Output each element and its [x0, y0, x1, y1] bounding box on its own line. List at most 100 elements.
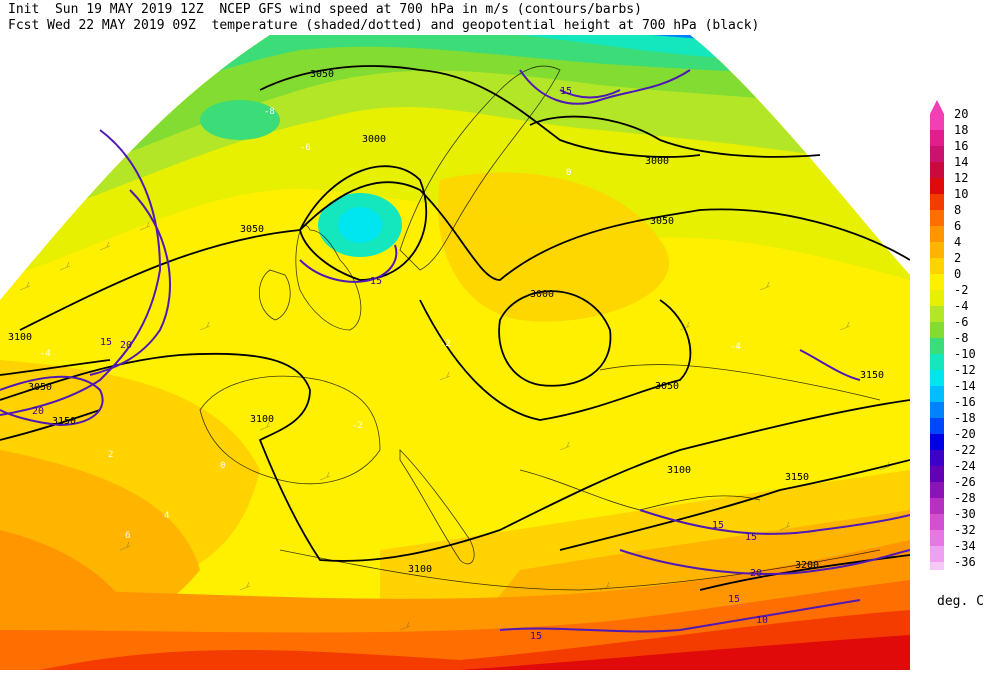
legend-swatch	[930, 514, 944, 530]
legend-swatch	[930, 338, 944, 354]
temp-label: 4	[164, 511, 169, 521]
height-contour-3150	[559, 459, 910, 551]
height-label: 3100	[667, 465, 691, 476]
legend-label: -28	[954, 491, 976, 505]
wind-barb	[19, 281, 31, 291]
legend-swatch	[930, 402, 944, 418]
legend-label: 12	[954, 171, 968, 185]
legend-label: -2	[954, 283, 968, 297]
height-label: 3100	[408, 564, 432, 575]
legend-swatch	[930, 386, 944, 402]
wind-barb	[259, 421, 271, 431]
wind-contour-20-east	[619, 549, 910, 575]
legend-label: 8	[954, 203, 961, 217]
legend-swatch	[930, 194, 944, 210]
legend-arrow	[930, 100, 944, 114]
wind-barb	[439, 371, 451, 381]
height-label: 3100	[250, 414, 274, 425]
legend-label: -24	[954, 459, 976, 473]
wind-label: 15	[745, 532, 757, 543]
legend-swatch	[930, 466, 944, 482]
wind-barb	[199, 321, 211, 331]
wind-label: 15	[370, 276, 382, 287]
legend-swatch	[930, 498, 944, 514]
wind-contour-15-north-sea	[299, 244, 398, 283]
coastlines	[199, 65, 881, 591]
coastline-ireland	[258, 269, 291, 321]
wind-contour-labels: 15 15 20 15 20 15 15 20 15 15 10	[32, 86, 768, 642]
coastline-scandinavia	[399, 65, 561, 271]
wind-label: 15	[728, 594, 740, 605]
coastline-north-africa	[279, 549, 881, 591]
legend-swatch	[930, 530, 944, 546]
temperature-shading	[0, 35, 910, 670]
height-contour-labels: 3050 3000 3050 3000 3050 3000 3050 3050 …	[8, 69, 884, 575]
wind-barbs	[19, 221, 891, 631]
legend-label: -36	[954, 555, 976, 569]
legend-label: -30	[954, 507, 976, 521]
height-label: 3100	[8, 332, 32, 343]
wind-barb	[759, 281, 771, 291]
temp-label: 0	[566, 168, 571, 178]
wind-barb	[119, 541, 131, 551]
wind-barb	[239, 581, 251, 591]
wind-contour-20-southwest	[0, 375, 104, 427]
temp-label: 0	[220, 461, 225, 471]
wind-contour-15-north	[519, 69, 691, 105]
temp-label: 2	[108, 450, 113, 460]
temp-label: -2	[440, 339, 451, 349]
height-label: 3050	[310, 69, 334, 80]
legend-swatch	[930, 370, 944, 386]
height-label: 3050	[650, 216, 674, 227]
height-label: 3000	[362, 134, 386, 145]
legend-label: 20	[954, 107, 968, 121]
legend-swatch	[930, 162, 944, 178]
wind-contour-10-east	[799, 349, 861, 381]
wind-label: 10	[756, 615, 768, 626]
wind-barb	[319, 471, 331, 481]
legend-swatch	[930, 450, 944, 466]
temp-label: 6	[125, 531, 130, 541]
legend-label: 10	[954, 187, 968, 201]
wind-barb	[599, 581, 611, 591]
temp-band-12-south	[460, 635, 910, 670]
legend-label: -26	[954, 475, 976, 489]
legend-swatch	[930, 322, 944, 338]
temperature-legend: 20181614121086420-2-4-6-8-10-12-14-16-18…	[930, 100, 976, 570]
wind-label: 15	[100, 337, 112, 348]
legend-swatch	[930, 306, 944, 322]
legend-swatch	[930, 242, 944, 258]
height-contour-3000-north-sea	[299, 165, 428, 281]
height-label: 3050	[240, 224, 264, 235]
temp-label: -4	[730, 342, 741, 352]
temp-band-minus6	[0, 35, 910, 200]
legend-label: 4	[954, 235, 961, 249]
header-line-1: Init Sun 19 MAY 2019 12Z NCEP GFS wind s…	[8, 2, 642, 17]
coastline-italy	[399, 449, 475, 565]
wind-barb	[99, 241, 111, 251]
legend-label: -8	[954, 331, 968, 345]
legend-swatch	[930, 274, 944, 290]
header-line-2: Fcst Wed 22 MAY 2019 09Z temperature (sh…	[8, 18, 760, 33]
wind-barb	[839, 321, 851, 331]
legend-swatch	[930, 130, 944, 146]
legend-swatch	[930, 210, 944, 226]
legend-label: 16	[954, 139, 968, 153]
wind-barb	[779, 521, 791, 531]
height-contour-3050-central	[419, 299, 692, 421]
wind-label: 15	[530, 631, 542, 642]
legend-label: 0	[954, 267, 961, 281]
temp-label: -2	[352, 421, 363, 431]
legend-label: -32	[954, 523, 976, 537]
legend-label: 18	[954, 123, 968, 137]
wind-barb	[139, 221, 151, 231]
height-label: 3000	[645, 156, 669, 167]
legend-swatch	[930, 226, 944, 242]
height-label: 3050	[655, 381, 679, 392]
legend-swatch	[930, 114, 944, 130]
legend-swatch	[930, 178, 944, 194]
wind-contour-15-west	[0, 129, 162, 416]
legend-swatch	[930, 146, 944, 162]
height-contour-3050	[19, 181, 910, 331]
cold-patch-atlantic	[200, 100, 280, 140]
